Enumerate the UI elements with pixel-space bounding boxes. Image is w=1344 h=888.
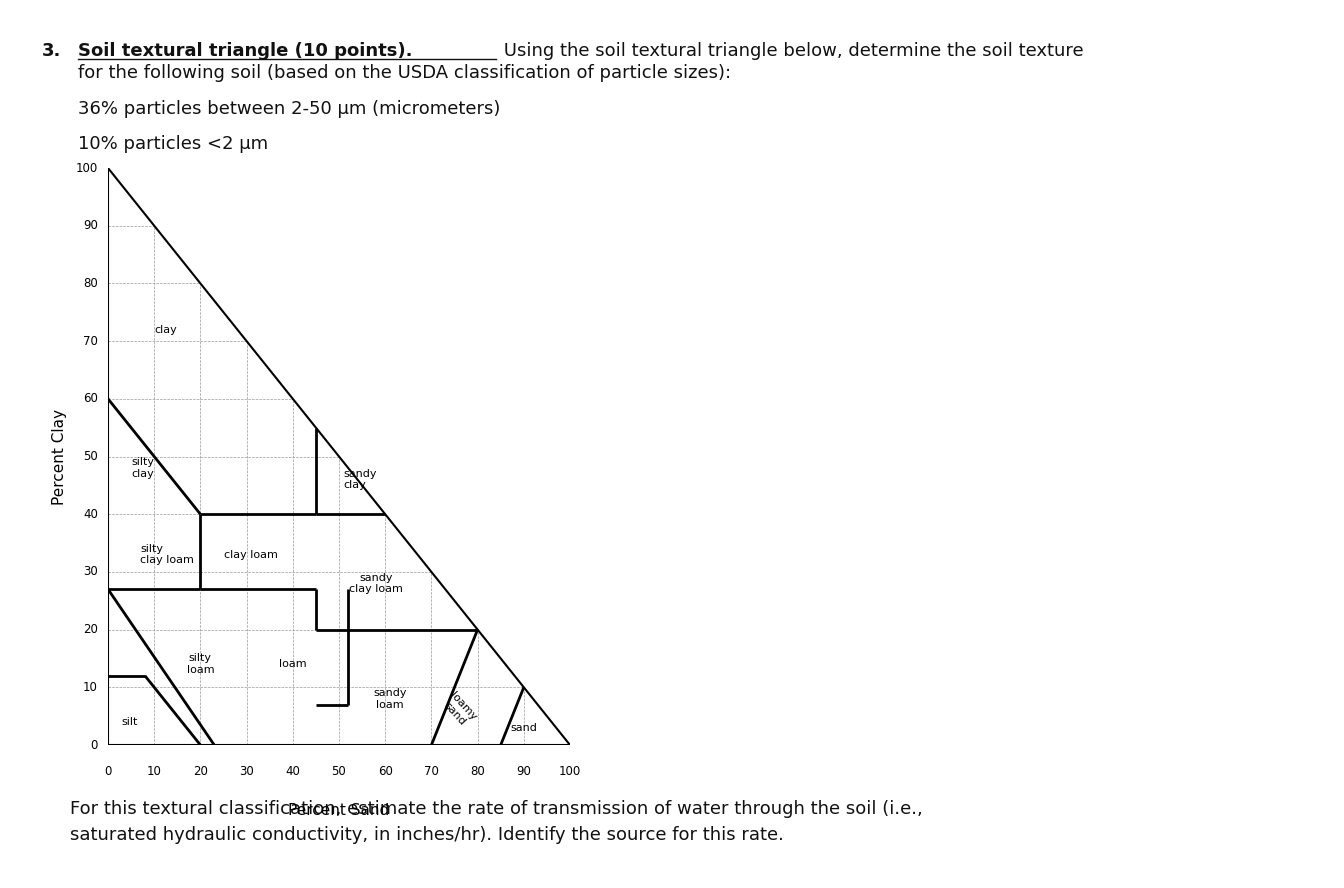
Text: silty
loam: silty loam bbox=[187, 654, 214, 675]
Text: 30: 30 bbox=[83, 566, 98, 578]
Text: loam: loam bbox=[280, 659, 306, 670]
Text: 40: 40 bbox=[285, 765, 300, 778]
Text: sand: sand bbox=[511, 723, 538, 733]
Text: 30: 30 bbox=[239, 765, 254, 778]
Text: 70: 70 bbox=[83, 335, 98, 347]
Text: sandy
clay: sandy clay bbox=[344, 469, 378, 490]
Text: 3.: 3. bbox=[42, 42, 62, 60]
Text: 90: 90 bbox=[516, 765, 531, 778]
Text: 60: 60 bbox=[83, 392, 98, 405]
Text: 50: 50 bbox=[332, 765, 347, 778]
Text: silt: silt bbox=[122, 717, 138, 727]
Text: Percent Clay: Percent Clay bbox=[52, 408, 67, 504]
Text: 10: 10 bbox=[146, 765, 161, 778]
Text: 40: 40 bbox=[83, 508, 98, 520]
Text: Using the soil textural triangle below, determine the soil texture: Using the soil textural triangle below, … bbox=[499, 42, 1083, 60]
Text: 50: 50 bbox=[83, 450, 98, 463]
Text: Soil textural triangle (10 points).: Soil textural triangle (10 points). bbox=[78, 42, 413, 60]
Text: 100: 100 bbox=[75, 162, 98, 175]
Text: 20: 20 bbox=[194, 765, 208, 778]
Text: 10% particles <2 μm: 10% particles <2 μm bbox=[78, 135, 267, 153]
Text: 0: 0 bbox=[90, 739, 98, 751]
Text: sandy
loam: sandy loam bbox=[374, 688, 407, 710]
Text: 20: 20 bbox=[83, 623, 98, 636]
Text: loamy
sand: loamy sand bbox=[439, 691, 478, 730]
Text: 80: 80 bbox=[470, 765, 485, 778]
Text: clay loam: clay loam bbox=[224, 550, 278, 559]
Text: 80: 80 bbox=[83, 277, 98, 289]
Text: sandy
clay loam: sandy clay loam bbox=[349, 573, 403, 594]
Text: saturated hydraulic conductivity, in inches/hr). Identify the source for this ra: saturated hydraulic conductivity, in inc… bbox=[70, 826, 784, 844]
Text: for the following soil (based on the USDA classification of particle sizes):: for the following soil (based on the USD… bbox=[78, 64, 731, 82]
Text: clay: clay bbox=[155, 324, 177, 335]
Text: Percent Sand: Percent Sand bbox=[289, 803, 390, 818]
Text: 0: 0 bbox=[105, 765, 112, 778]
Text: silty
clay loam: silty clay loam bbox=[140, 543, 195, 566]
Text: 100: 100 bbox=[559, 765, 581, 778]
Text: 70: 70 bbox=[423, 765, 439, 778]
Text: For this textural classification, estimate the rate of transmission of water thr: For this textural classification, estima… bbox=[70, 800, 923, 818]
Text: 10: 10 bbox=[83, 681, 98, 694]
Text: 36% particles between 2-50 μm (micrometers): 36% particles between 2-50 μm (micromete… bbox=[78, 100, 500, 118]
Text: 60: 60 bbox=[378, 765, 392, 778]
Text: 90: 90 bbox=[83, 219, 98, 232]
Text: silty
clay: silty clay bbox=[132, 457, 155, 479]
